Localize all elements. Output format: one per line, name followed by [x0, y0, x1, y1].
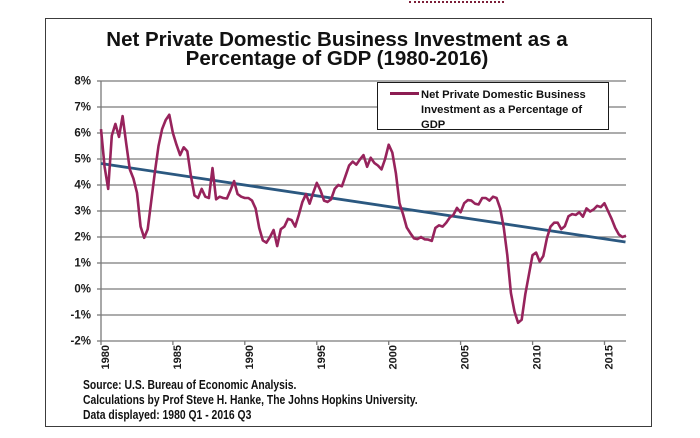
svg-text:0%: 0%: [74, 284, 91, 296]
svg-text:2%: 2%: [74, 232, 91, 244]
svg-text:1985: 1985: [172, 345, 184, 369]
svg-text:1%: 1%: [74, 258, 91, 270]
svg-text:1980: 1980: [100, 345, 112, 369]
svg-text:-1%: -1%: [71, 310, 91, 322]
svg-text:1990: 1990: [244, 345, 256, 369]
svg-text:2010: 2010: [532, 345, 544, 369]
svg-text:2015: 2015: [604, 345, 616, 369]
svg-text:8%: 8%: [74, 76, 91, 88]
svg-text:6%: 6%: [74, 128, 91, 140]
svg-text:-2%: -2%: [71, 336, 91, 348]
svg-text:4%: 4%: [74, 180, 91, 192]
svg-text:7%: 7%: [74, 102, 91, 114]
svg-text:3%: 3%: [74, 206, 91, 218]
svg-text:2000: 2000: [388, 345, 400, 369]
svg-text:2005: 2005: [460, 345, 472, 369]
svg-text:1995: 1995: [316, 345, 328, 369]
svg-text:5%: 5%: [74, 154, 91, 166]
